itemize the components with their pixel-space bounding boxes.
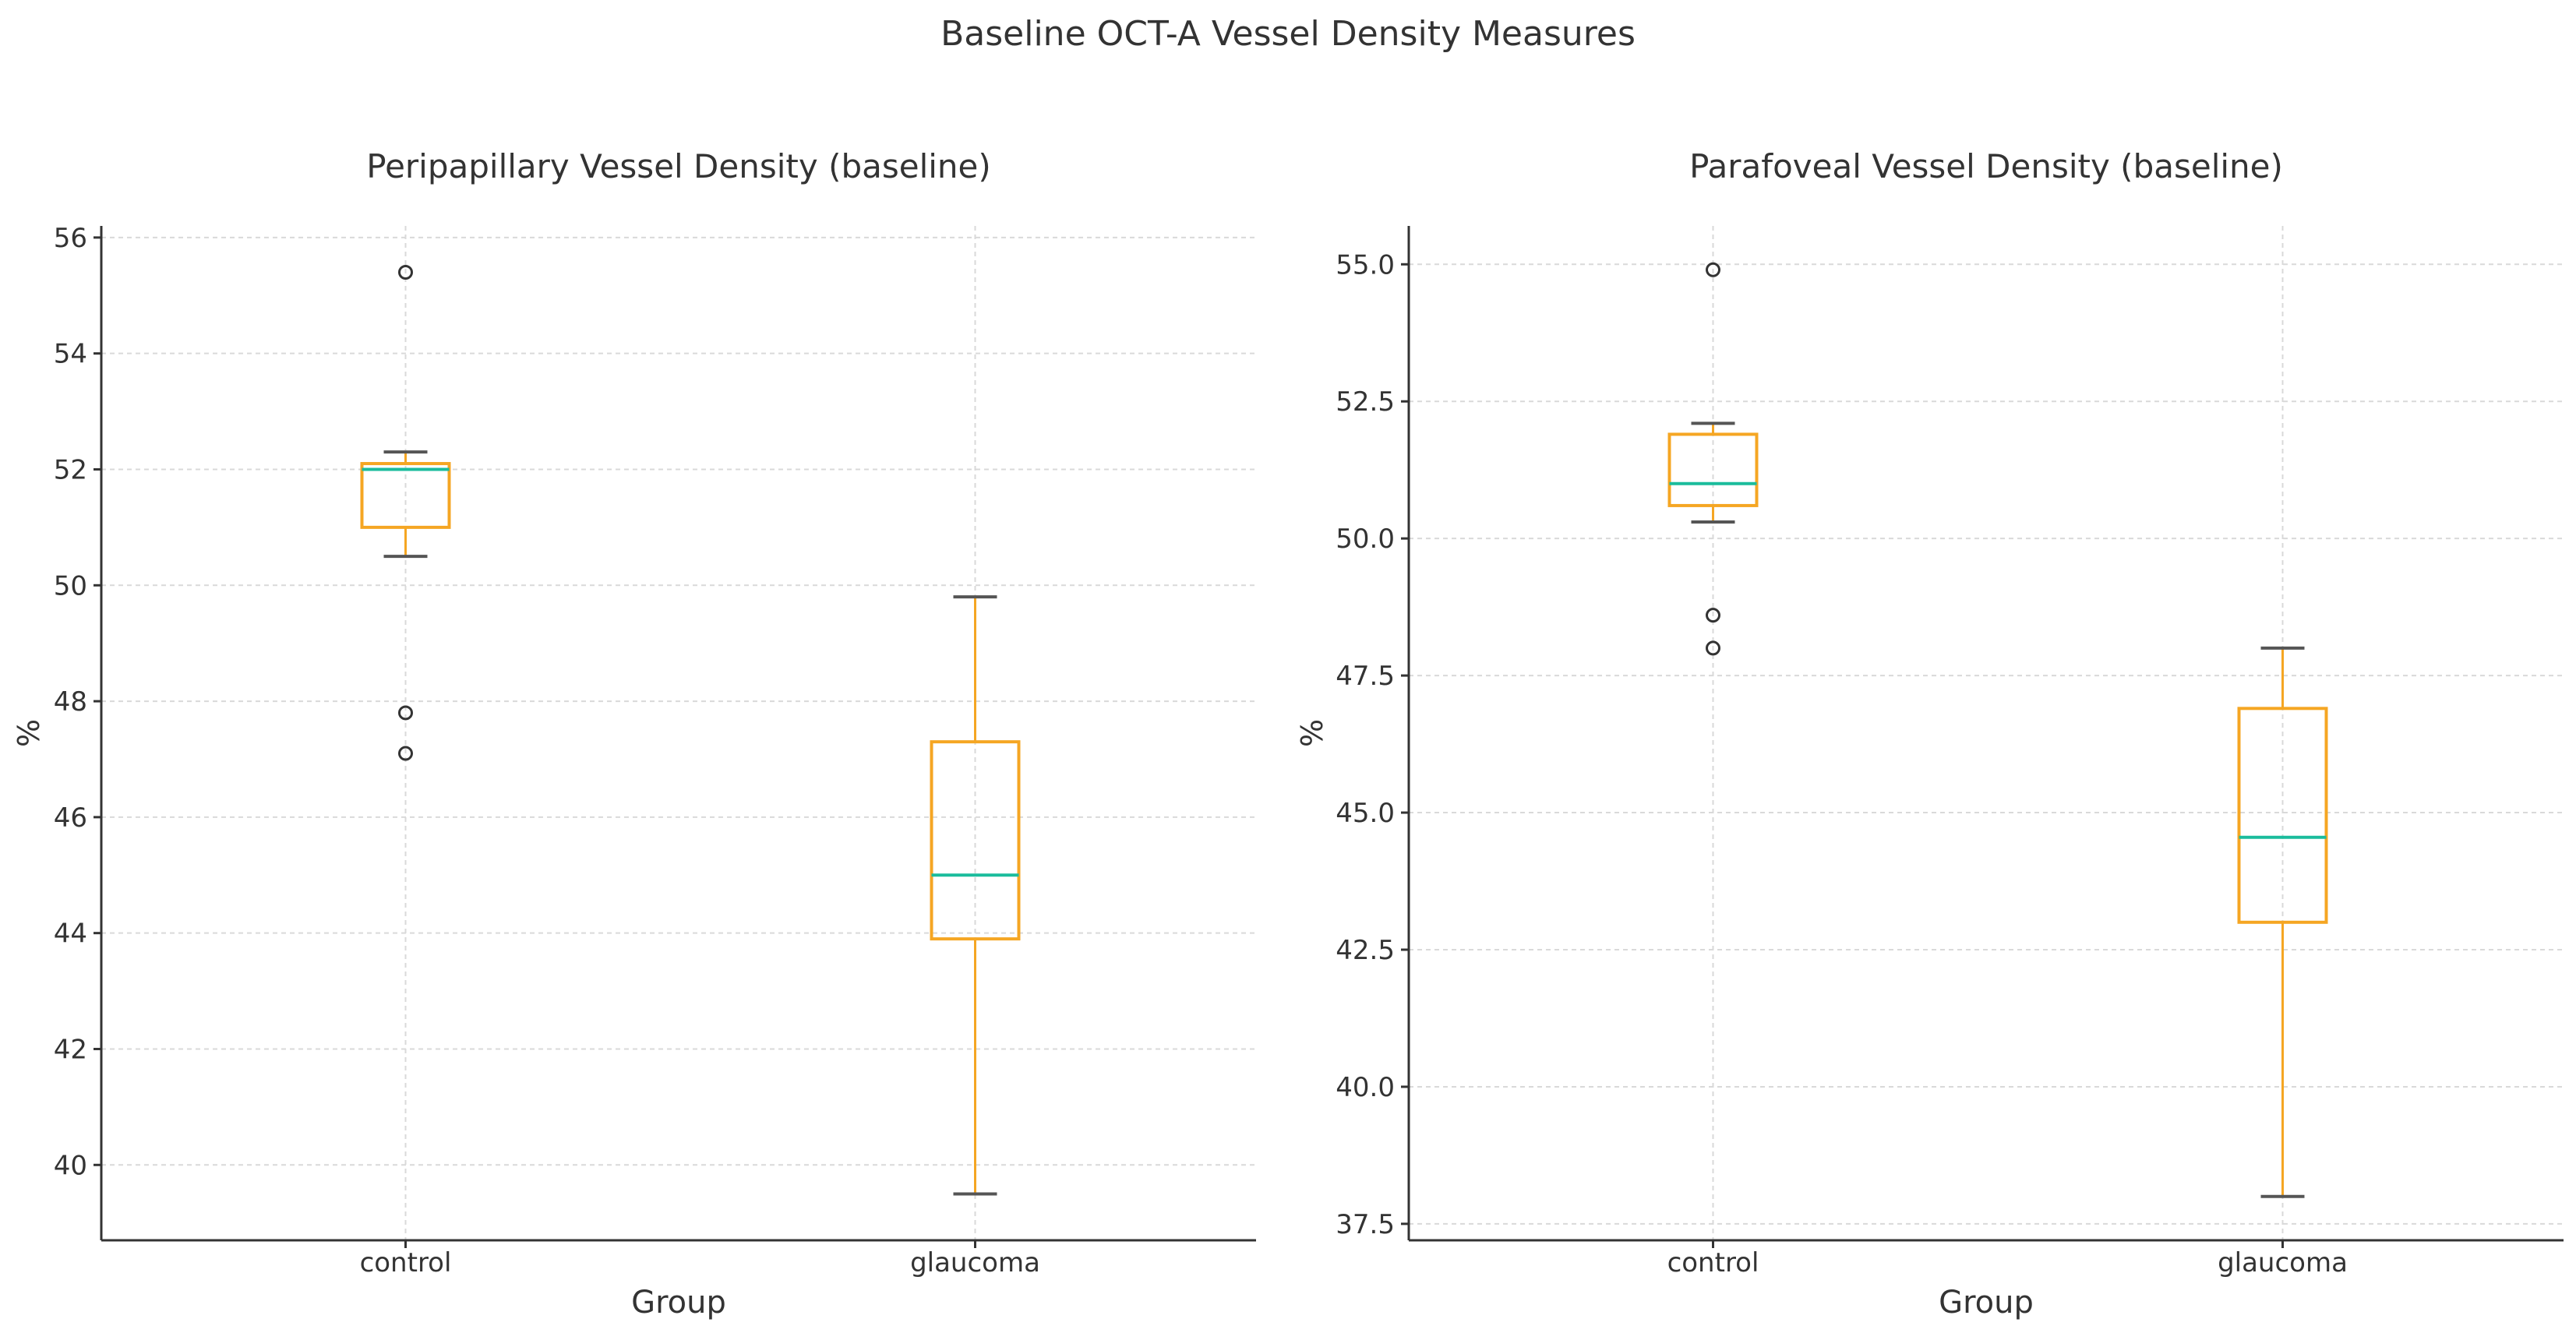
iqr-box: [1667, 432, 1759, 507]
outlier-point: [398, 705, 413, 721]
y-tick-label: 47.5: [1336, 661, 1395, 692]
y-tick-label: 45.0: [1336, 798, 1395, 829]
outlier-point: [1706, 640, 1720, 656]
panel-peripapillary: 40 42 44 46 48 50 52 54 56 control glaucoma Peripap…: [12, 147, 1256, 1321]
y-tick-label: 40.0: [1336, 1072, 1395, 1103]
x-tick-label-glaucoma: glaucoma: [2218, 1247, 2348, 1278]
y-axis-label: %: [1295, 719, 1329, 747]
outlier-point: [398, 265, 413, 280]
chart-title: Peripapillary Vessel Density (baseline): [366, 147, 991, 185]
y-axis-label: %: [12, 719, 46, 747]
y-tick-label: 37.5: [1336, 1209, 1395, 1240]
iqr-box: [360, 462, 451, 529]
x-tick-label-control: control: [1667, 1247, 1759, 1278]
outlier-point: [398, 746, 413, 761]
y-tick-label: 46: [54, 802, 87, 834]
iqr-box: [930, 740, 1021, 941]
chart-title: Parafoveal Vessel Density (baseline): [1689, 147, 2283, 185]
x-tick-label-control: control: [360, 1247, 452, 1278]
y-tick-label: 52: [54, 454, 87, 485]
box-glaucoma: [2237, 646, 2328, 1198]
y-tick-label: 42.5: [1336, 935, 1395, 966]
x-axis-label: Group: [1939, 1285, 2034, 1321]
panel-parafoveal: 37.5 40.0 42.5 45.0 47.5 50.0 52.5 55.0 control g…: [1295, 147, 2564, 1321]
x-tick-label-glaucoma: glaucoma: [910, 1247, 1040, 1278]
outlier-point: [1706, 608, 1720, 623]
y-tick-label: 48: [54, 686, 87, 718]
y-tick-label: 40: [54, 1150, 87, 1181]
y-tick-label: 54: [54, 339, 87, 370]
iqr-box: [2237, 707, 2328, 924]
y-tick-label: 56: [54, 223, 87, 254]
y-tick-label: 50.0: [1336, 524, 1395, 555]
y-tick-label: 50: [54, 570, 87, 601]
y-tick-label: 44: [54, 919, 87, 950]
y-tick-label: 55.0: [1336, 249, 1395, 280]
box-control: [1667, 262, 1759, 656]
outlier-point: [1706, 262, 1720, 277]
y-tick-label: 52.5: [1336, 386, 1395, 418]
figure-title: Baseline OCT-A Vessel Density Measures: [940, 14, 1636, 54]
x-axis-label: Group: [631, 1285, 726, 1321]
box-glaucoma: [930, 595, 1021, 1196]
y-tick-label: 42: [54, 1034, 87, 1065]
box-control: [360, 265, 451, 761]
